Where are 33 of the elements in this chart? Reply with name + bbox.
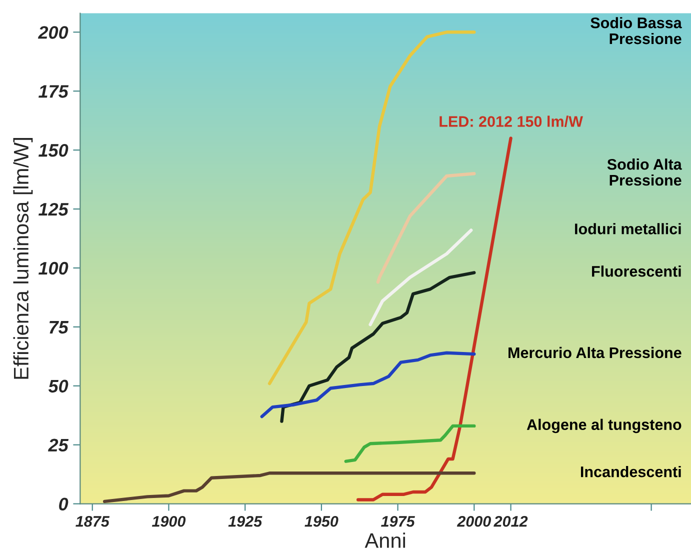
x-tick-label: 1900 [152, 516, 186, 527]
y-tick-label: 0 [59, 498, 68, 511]
line-series [260, 351, 476, 418]
x-tick-label: 1950 [304, 516, 338, 527]
annotation: Sodio Bassa Pressione [590, 17, 682, 44]
y-tick-label: 150 [38, 144, 68, 157]
x-tick-label: 1875 [76, 516, 110, 527]
y-tick-label: 100 [38, 262, 68, 275]
annotation: Sodio Alta Pressione [607, 158, 682, 186]
x-axis-title: Anni [364, 532, 406, 548]
line-series [376, 172, 476, 284]
line-series [368, 228, 473, 326]
y-tick-label: 25 [48, 438, 69, 452]
line-series [344, 424, 476, 463]
annotation: Mercurio Alta Pressione [508, 346, 682, 358]
annotation: Incandescenti [580, 466, 681, 478]
x-tick-label: 2000 [456, 516, 491, 527]
y-tick-label: 200 [38, 26, 68, 39]
y-tick-label: 175 [38, 85, 69, 98]
y-axis-title: Efficienza luminosa [lm/W] [13, 138, 33, 379]
y-tick-label: 75 [50, 321, 69, 334]
x-tick-label: 2012 [494, 516, 528, 527]
y-tick-label: 50 [48, 380, 68, 393]
line-series [280, 271, 476, 423]
y-tick-label: 125 [38, 202, 69, 216]
annotation: Fluorescenti [592, 266, 681, 277]
annotation: Alogene al tungsteno [526, 418, 682, 434]
annotation: Ioduri metallici [575, 223, 681, 234]
line-series [268, 30, 476, 386]
x-tick-label: 1975 [381, 516, 415, 527]
line-series [102, 472, 476, 504]
series-label: LED: 2012 150 lm/W [440, 116, 583, 128]
x-tick-label: 1925 [228, 516, 262, 527]
